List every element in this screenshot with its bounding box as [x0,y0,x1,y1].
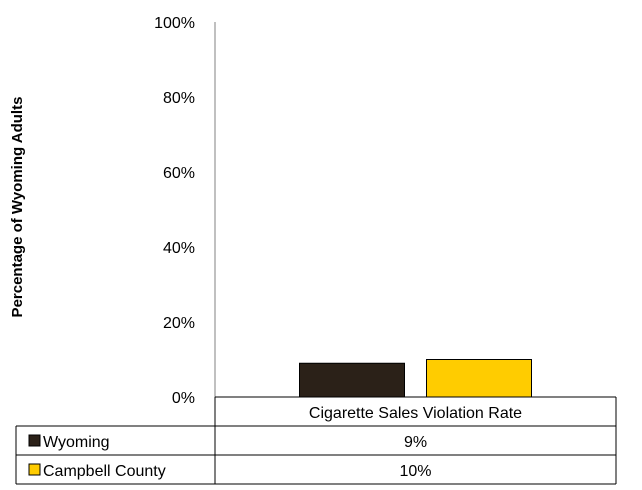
bar-wyoming [299,362,405,398]
data-label: 9% [404,434,427,451]
legend-key [28,463,41,476]
data-table: Cigarette Sales Violation Rate Wyoming 9% C… [15,396,617,485]
data-label: 10% [399,463,431,480]
y-tick-label: 80% [163,90,195,107]
legend-label: Campbell County [43,463,166,480]
legend-key [28,434,41,447]
y-tick-label: 0% [172,390,195,407]
y-axis-title: Percentage of Wyoming Adults [9,97,26,318]
y-tick-labels: 0% 20% 40% 60% 80% 100% [154,15,195,407]
y-tick-label: 100% [154,15,195,32]
legend-label: Wyoming [43,434,110,451]
bar-campbell-county [426,359,532,398]
y-tick-label: 20% [163,315,195,332]
bars [299,359,532,398]
y-tick-label: 60% [163,165,195,182]
category-label: Cigarette Sales Violation Rate [309,405,522,422]
y-tick-label: 40% [163,240,195,257]
